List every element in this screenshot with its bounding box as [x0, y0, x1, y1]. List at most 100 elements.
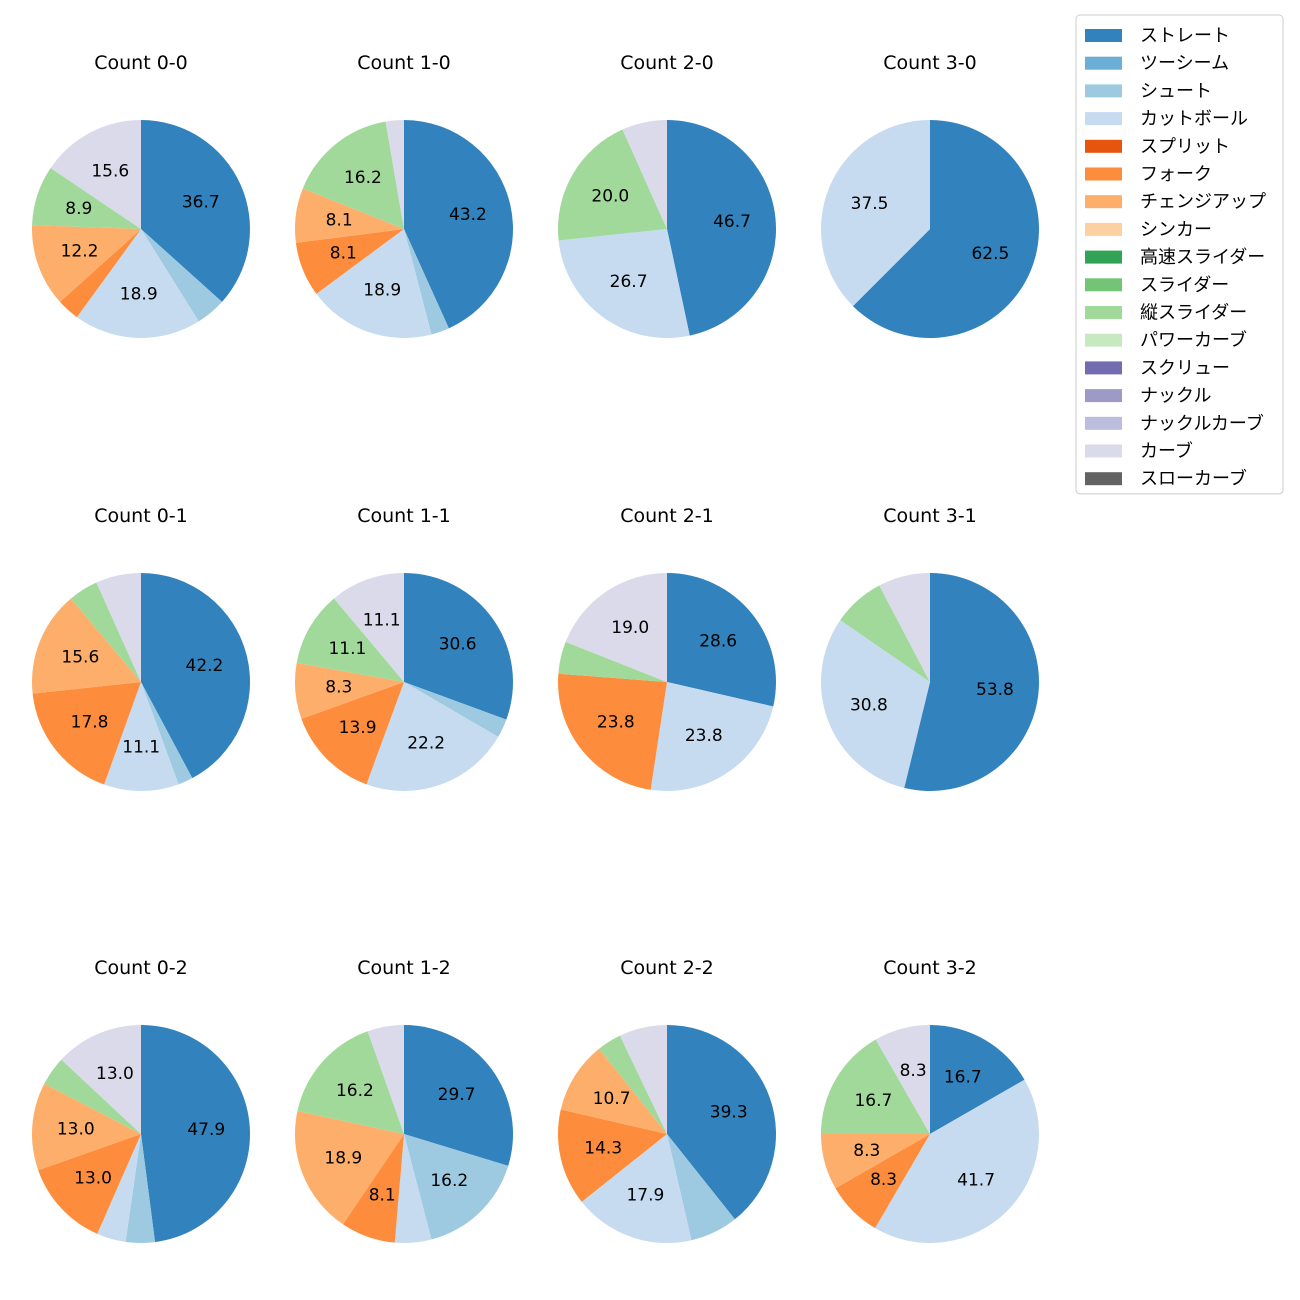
pie-title: Count 0-0 [94, 52, 188, 74]
legend-label: ナックル [1140, 386, 1211, 407]
pie-count-1-1: Count 1-1 30.6 22.2 13.9 8.3 11.1 11.1 [295, 505, 513, 791]
pie-slice-label: 14.3 [584, 1138, 622, 1158]
pie-slice-cat-2 [404, 229, 449, 335]
pie-slice-cat-0 [141, 120, 250, 302]
pie-slice-cat-3 [650, 682, 774, 791]
pie-slice-label: 12.2 [61, 241, 99, 261]
legend-swatch-cat-2 [1085, 84, 1122, 98]
pie-slice-cat-2 [667, 1134, 735, 1241]
pie-slice-label: 18.9 [120, 284, 158, 304]
pie-count-3-0: Count 3-0 62.5 37.5 [821, 52, 1039, 338]
pie-slice-cat-0 [404, 1025, 513, 1166]
pie-slice-cat-3 [821, 120, 930, 307]
pie-slice-label: 11.1 [328, 639, 366, 659]
pie-title: Count 0-1 [94, 505, 188, 527]
pie-slice-cat-5 [301, 682, 404, 785]
pie-slice-cat-0 [141, 1025, 251, 1243]
legend-swatch-cat-10 [1085, 306, 1122, 319]
pie-slice-label: 23.8 [597, 713, 635, 733]
pie-slice-cat-5 [32, 682, 141, 785]
pie-slice-cat-15 [61, 1025, 141, 1134]
pie-slice-label: 37.5 [851, 194, 889, 214]
pie-count-2-0: Count 2-0 46.7 26.7 20.0 [557, 52, 776, 339]
pie-slice-cat-3 [558, 229, 690, 339]
pie-slice-cat-0 [404, 120, 513, 329]
pie-slice-label: 8.1 [330, 243, 357, 263]
pie-slice-label: 30.6 [439, 635, 477, 655]
pie-slice-cat-10 [599, 1035, 667, 1134]
pie-slice-cat-15 [875, 1025, 930, 1134]
pie-title: Count 1-1 [357, 505, 451, 527]
pie-slice-label: 18.9 [324, 1148, 362, 1168]
pie-slice-cat-3 [104, 682, 179, 791]
pie-slice-label: 18.9 [363, 281, 401, 301]
pie-slice-label: 11.1 [122, 737, 160, 757]
pie-slice-label: 39.3 [710, 1102, 748, 1122]
legend-swatch-cat-3 [1085, 112, 1122, 126]
legend-swatch-cat-11 [1085, 333, 1122, 347]
pie-slice-cat-10 [296, 598, 404, 682]
pie-slice-cat-5 [295, 229, 404, 294]
pie-slice-cat-15 [96, 573, 141, 682]
pie-slice-label: 15.6 [61, 648, 99, 668]
pie-slice-label: 36.7 [182, 192, 220, 212]
pie-slice-label: 29.7 [438, 1085, 476, 1105]
pie-slice-cat-2 [141, 229, 223, 322]
legend-label: チェンジアップ [1140, 192, 1266, 213]
pie-slice-label: 20.0 [591, 186, 629, 206]
pie-slice-cat-10 [821, 1039, 930, 1134]
pie-slice-cat-2 [404, 1134, 509, 1240]
pie-slice-label: 13.9 [339, 718, 377, 738]
pie-slice-cat-10 [297, 1031, 404, 1134]
pie-slice-cat-3 [366, 682, 499, 791]
legend-label: ストレート [1140, 26, 1230, 47]
legend-label: 縦スライダー [1140, 303, 1247, 324]
legend-label: シュート [1140, 81, 1212, 102]
pie-slice-label: 15.6 [91, 161, 129, 181]
legend: ストレートツーシームシュートカットボールスプリットフォークチェンジアップシンカー… [1075, 14, 1284, 495]
pie-slice-label: 13.0 [74, 1169, 112, 1189]
pie-slice-cat-10 [302, 121, 404, 229]
pie-slice-label: 8.1 [369, 1186, 396, 1206]
legend-label: スローカーブ [1140, 468, 1247, 490]
pie-count-0-2: Count 0-2 47.9 13.0 13.0 13.0 [31, 957, 251, 1243]
pie-slice-label: 16.2 [336, 1081, 374, 1101]
pie-slice-cat-3 [581, 1134, 692, 1243]
pie-slice-cat-3 [875, 1079, 1039, 1243]
pie-title: Count 2-2 [620, 957, 714, 979]
pie-slice-cat-15 [622, 120, 667, 229]
pie-slice-label: 17.9 [626, 1186, 664, 1206]
pie-slice-cat-0 [930, 1025, 1025, 1134]
pies-layer: Count 0-0 36.7 18.9 12.2 8.9 15.6 Count 1-0 43.… [31, 52, 1040, 1243]
pie-slice-label: 8.3 [870, 1170, 897, 1190]
pie-title: Count 3-0 [883, 52, 977, 74]
pie-slice-cat-3 [97, 1134, 141, 1242]
pie-title: Count 0-2 [94, 957, 188, 979]
pie-slice-label: 16.2 [430, 1171, 468, 1191]
pie-slice-cat-15 [565, 573, 667, 682]
pie-slice-label: 46.7 [713, 212, 751, 232]
legend-label: パワーカーブ [1140, 329, 1247, 351]
pie-count-1-0: Count 1-0 43.2 18.9 8.1 8.1 16.2 [294, 52, 513, 338]
legend-frame [1075, 14, 1284, 495]
pie-slice-cat-15 [50, 120, 141, 229]
pie-slice-cat-0 [667, 120, 776, 336]
pie-slice-label: 53.8 [976, 680, 1014, 700]
pie-slice-cat-3 [316, 229, 432, 338]
pie-slice-cat-6 [294, 188, 404, 243]
pie-count-3-1: Count 3-1 53.8 30.8 [821, 505, 1040, 791]
pie-slice-label: 8.1 [326, 211, 353, 231]
pie-slice-cat-5 [557, 1109, 667, 1202]
pie-slice-label: 42.2 [186, 656, 224, 676]
legend-swatch-cat-0 [1085, 29, 1122, 42]
pie-slice-cat-5 [557, 673, 667, 790]
pie-slice-label: 8.3 [900, 1061, 927, 1081]
legend-swatch-cat-15 [1085, 444, 1122, 458]
pie-slice-cat-10 [32, 168, 141, 229]
legend-label: ナックルカーブ [1140, 412, 1264, 434]
pie-slice-label: 41.7 [957, 1170, 995, 1190]
pie-slice-cat-15 [619, 1025, 667, 1134]
legend-swatch-cat-9 [1085, 278, 1122, 292]
legend-swatch-cat-8 [1085, 250, 1122, 264]
